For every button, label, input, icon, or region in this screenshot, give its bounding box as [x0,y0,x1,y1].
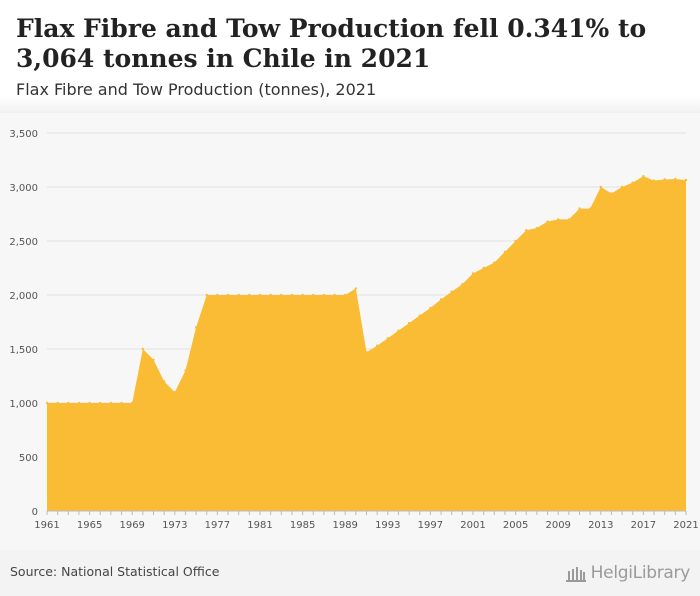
data-point-1976 [205,293,208,297]
data-point-1981 [258,293,262,297]
data-point-1984 [290,293,294,297]
chart-footer: Source: National Statistical Office Helg… [0,550,700,596]
data-point-1992 [375,344,379,347]
data-point-1998 [439,298,443,301]
data-point-1978 [226,293,230,297]
data-point-1965 [88,401,91,405]
logo-text: HelgiLibrary [590,563,691,583]
chart-subtitle: Flax Fibre and Tow Production (tonnes), … [16,80,377,99]
x-tick-label: 1981 [247,520,272,531]
data-point-1997 [429,306,432,310]
data-point-1977 [216,293,219,297]
data-point-2019 [663,178,666,181]
y-tick-label: 3,500 [9,129,38,140]
data-point-1969 [131,401,134,405]
data-point-2020 [674,177,677,181]
area-chart: 0 500 1,000 1,500 2,000 2,500 3,000 3,500 1961 19… [9,129,698,531]
y-tick-label: 3,000 [9,183,38,194]
y-tick-label: 2,500 [9,237,38,248]
y-tick-label: 2,000 [9,291,38,302]
series-area [47,176,686,511]
data-point-2001 [471,272,475,275]
x-tick-label: 1965 [77,520,102,531]
chart-header: Flax Fibre and Tow Production fell 0.341… [0,0,700,113]
data-point-2016 [631,181,634,184]
data-point-1993 [386,337,389,340]
data-point-1983 [280,293,283,297]
data-point-1979 [237,293,240,297]
data-point-1995 [407,321,411,325]
data-area [47,176,686,511]
library-building-icon [565,567,586,582]
x-tick-label: 2017 [631,520,656,531]
data-point-2011 [578,207,581,210]
y-tick-label: 0 [32,507,38,518]
data-point-1968 [120,401,123,405]
y-tick-label: 500 [19,453,38,464]
data-point-1963 [67,401,70,405]
helgi-library-logo: HelgiLibrary [565,560,690,586]
x-tick-label: 1989 [332,520,357,531]
data-point-1988 [333,293,336,297]
data-point-2004 [503,250,507,253]
chart-title: Flax Fibre and Tow Production fell 0.341… [16,14,647,73]
data-point-2012 [588,207,592,210]
data-point-1964 [77,401,81,405]
x-tick-label: 1961 [34,520,59,531]
data-point-1999 [450,290,453,293]
data-point-1966 [99,401,102,405]
data-point-1986 [312,293,315,297]
data-point-2009 [557,218,560,221]
data-point-1974 [184,369,187,372]
data-point-2000 [461,283,464,286]
data-point-2002 [482,266,485,270]
data-point-2013 [599,185,602,189]
data-point-1987 [322,293,326,297]
x-tick-label: 2001 [460,520,485,531]
data-point-1991 [365,351,368,354]
data-point-2017 [642,175,645,178]
data-point-2005 [514,239,517,243]
data-point-1962 [56,401,59,405]
data-point-2006 [525,229,528,232]
data-point-1989 [344,293,347,297]
data-point-1975 [194,326,198,329]
data-point-1994 [397,329,400,332]
data-point-2015 [620,185,624,189]
x-tick-label: 1977 [205,520,230,531]
data-point-2021 [684,178,688,182]
data-point-1990 [354,287,358,290]
data-point-2007 [535,226,539,230]
data-point-1967 [109,401,113,405]
data-points [45,175,688,405]
data-point-2014 [610,192,613,195]
data-point-1973 [173,391,176,394]
data-point-1982 [269,293,272,297]
x-tick-label: 1969 [119,520,144,531]
x-tick-label: 1993 [375,520,400,531]
y-tick-label: 1,000 [9,399,38,410]
data-point-1980 [248,293,251,297]
data-point-1985 [301,293,304,297]
x-tick-label: 2013 [588,520,613,531]
x-tick-label: 1997 [418,520,443,531]
data-point-1996 [418,314,421,317]
y-tick-label: 1,500 [9,345,38,356]
source-note: Source: National Statistical Office [10,564,220,579]
data-point-1970 [141,347,145,351]
data-point-2008 [546,220,549,223]
data-point-1972 [162,380,166,383]
x-tick-label: 2005 [503,520,528,531]
data-point-2010 [567,218,571,221]
data-point-2018 [652,179,656,182]
x-tick-label: 2021 [673,520,698,531]
data-point-2003 [493,261,496,264]
x-tick-label: 1985 [290,520,315,531]
data-point-1971 [152,358,155,361]
data-point-1961 [45,401,49,405]
x-tick-label: 1973 [162,520,187,531]
x-tick-label: 2009 [545,520,570,531]
axes: 0 500 1,000 1,500 2,000 2,500 3,000 3,500 1961 19… [9,129,698,531]
